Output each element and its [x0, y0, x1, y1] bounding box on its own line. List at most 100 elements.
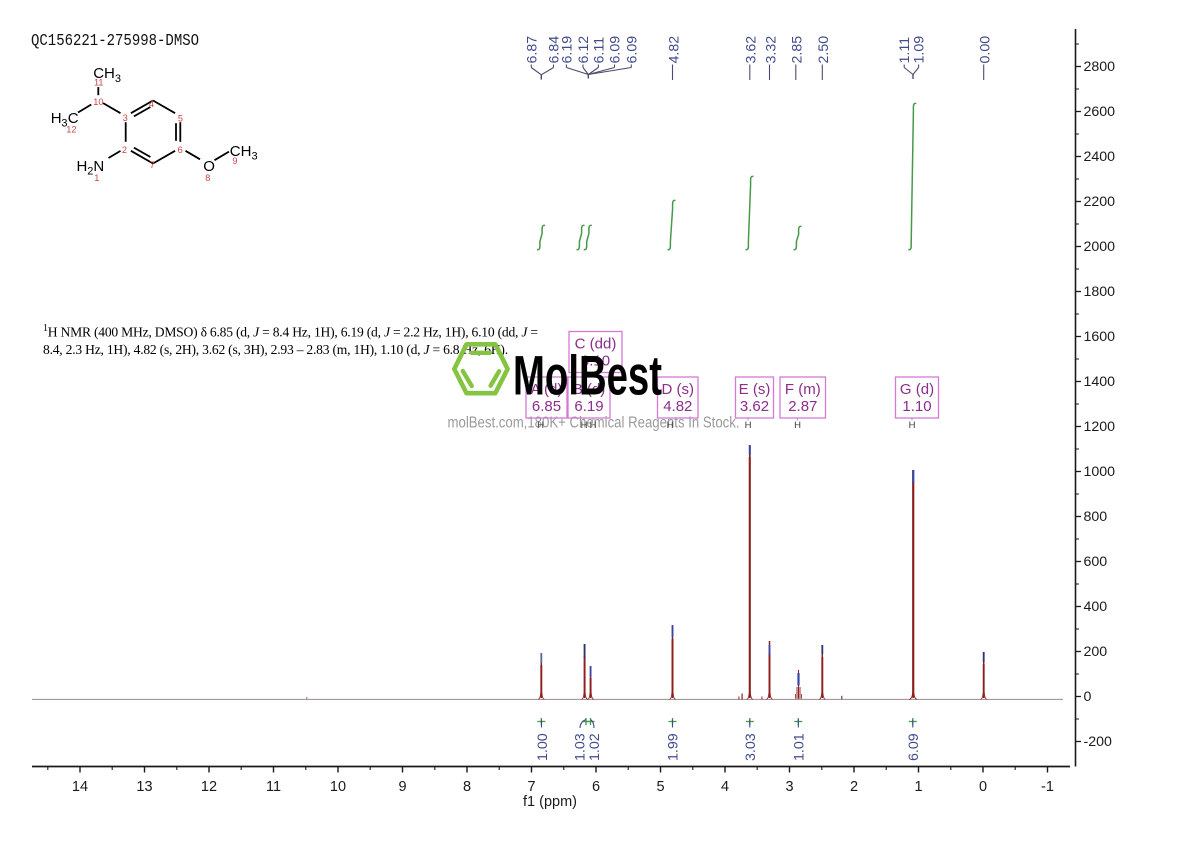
- svg-text:6.09: 6.09: [608, 36, 624, 64]
- svg-text:2600: 2600: [1084, 104, 1116, 120]
- svg-text:1000: 1000: [1084, 464, 1116, 480]
- svg-text:9: 9: [232, 156, 237, 166]
- svg-text:CH: CH: [230, 143, 252, 160]
- svg-text:3.62: 3.62: [743, 36, 759, 64]
- svg-text:D (s): D (s): [662, 381, 695, 398]
- svg-text:6.19: 6.19: [574, 398, 603, 415]
- svg-text:F (m): F (m): [785, 381, 821, 398]
- svg-text:13: 13: [136, 779, 152, 795]
- svg-text:6.09: 6.09: [906, 733, 922, 761]
- svg-text:3: 3: [115, 73, 121, 85]
- svg-text:2.85: 2.85: [789, 36, 805, 64]
- svg-text:2: 2: [122, 145, 127, 155]
- svg-text:6.19: 6.19: [559, 36, 575, 64]
- svg-text:4: 4: [721, 779, 729, 795]
- svg-text:12: 12: [66, 125, 76, 135]
- svg-text:6.09: 6.09: [624, 36, 640, 64]
- svg-text:6.11: 6.11: [591, 37, 607, 64]
- svg-text:8: 8: [463, 779, 471, 795]
- svg-text:5: 5: [178, 114, 183, 124]
- svg-text:B (d): B (d): [573, 381, 606, 398]
- svg-text:6: 6: [592, 779, 600, 795]
- svg-text:12: 12: [201, 779, 217, 795]
- svg-text:1.03: 1.03: [573, 733, 589, 761]
- svg-text:400: 400: [1084, 599, 1108, 615]
- svg-text:2200: 2200: [1084, 194, 1116, 210]
- svg-text:800: 800: [1084, 509, 1108, 525]
- svg-text:H: H: [590, 420, 597, 431]
- svg-text:6.85: 6.85: [532, 398, 561, 415]
- svg-text:10: 10: [93, 97, 103, 107]
- svg-text:2: 2: [850, 779, 858, 795]
- svg-text:H: H: [794, 420, 801, 431]
- svg-text:1.02: 1.02: [587, 733, 603, 761]
- svg-text:11: 11: [266, 779, 281, 795]
- svg-text:H: H: [77, 158, 88, 175]
- svg-text:10: 10: [330, 779, 346, 795]
- svg-text:4: 4: [149, 99, 154, 109]
- svg-text:600: 600: [1084, 554, 1108, 570]
- svg-text:1600: 1600: [1084, 329, 1116, 345]
- svg-text:200: 200: [1084, 644, 1108, 660]
- svg-text:1.09: 1.09: [912, 36, 928, 64]
- svg-text:CH: CH: [93, 65, 115, 82]
- svg-text:5: 5: [656, 779, 664, 795]
- svg-text:3.03: 3.03: [743, 733, 759, 761]
- svg-text:7: 7: [150, 160, 155, 170]
- svg-text:7: 7: [527, 779, 535, 795]
- svg-text:G (d): G (d): [900, 381, 934, 398]
- svg-text:4.82: 4.82: [663, 398, 692, 415]
- svg-text:1400: 1400: [1084, 374, 1116, 390]
- svg-text:0: 0: [1084, 689, 1092, 705]
- svg-text:2800: 2800: [1084, 59, 1116, 75]
- svg-text:MolBest: MolBest: [513, 344, 662, 407]
- svg-text:6.87: 6.87: [524, 36, 540, 64]
- svg-text:2.50: 2.50: [816, 36, 832, 64]
- svg-text:f1 (ppm): f1 (ppm): [523, 794, 577, 810]
- svg-text:3: 3: [785, 779, 793, 795]
- svg-text:H: H: [581, 420, 588, 431]
- svg-text:1.10: 1.10: [902, 398, 931, 415]
- svg-text:6.10: 6.10: [581, 353, 610, 370]
- svg-text:6.12: 6.12: [576, 36, 592, 64]
- svg-text:0: 0: [979, 779, 987, 795]
- svg-text:E (s): E (s): [739, 381, 771, 398]
- svg-text:H: H: [667, 420, 674, 431]
- svg-text:1.99: 1.99: [666, 733, 682, 761]
- svg-text:C: C: [68, 110, 79, 127]
- svg-text:14: 14: [72, 779, 88, 795]
- svg-text:8: 8: [205, 173, 210, 183]
- svg-text:6: 6: [178, 145, 183, 155]
- svg-text:1.00: 1.00: [535, 733, 551, 761]
- svg-text:3.62: 3.62: [740, 398, 769, 415]
- svg-text:1800: 1800: [1084, 284, 1116, 300]
- svg-text:3.32: 3.32: [763, 36, 779, 64]
- svg-text:N: N: [93, 158, 104, 175]
- svg-text:2.87: 2.87: [788, 398, 817, 415]
- svg-text:1.11: 1.11: [897, 37, 913, 64]
- svg-text:1.01: 1.01: [791, 733, 807, 761]
- svg-text:2000: 2000: [1084, 239, 1116, 255]
- svg-text:3: 3: [252, 150, 258, 162]
- svg-text:3: 3: [61, 118, 67, 130]
- svg-text:0.00: 0.00: [977, 36, 993, 64]
- svg-text:1: 1: [94, 173, 99, 183]
- svg-text:-1: -1: [1041, 779, 1054, 795]
- svg-text:H: H: [909, 420, 916, 431]
- svg-text:3: 3: [123, 113, 128, 123]
- svg-text:4.82: 4.82: [667, 36, 683, 64]
- svg-text:6.84: 6.84: [547, 36, 563, 64]
- svg-text:A (d): A (d): [531, 381, 563, 398]
- svg-text:C (dd): C (dd): [575, 336, 617, 353]
- svg-text:H: H: [537, 420, 544, 431]
- svg-text:11: 11: [94, 78, 104, 88]
- svg-text:H: H: [745, 420, 752, 431]
- svg-text:1200: 1200: [1084, 419, 1116, 435]
- svg-text:2: 2: [87, 166, 93, 178]
- svg-text:O: O: [203, 158, 215, 175]
- svg-text:-200: -200: [1084, 734, 1113, 750]
- svg-text:2400: 2400: [1084, 149, 1116, 165]
- svg-text:H: H: [51, 110, 62, 127]
- svg-text:1: 1: [914, 779, 922, 795]
- svg-text:9: 9: [398, 779, 406, 795]
